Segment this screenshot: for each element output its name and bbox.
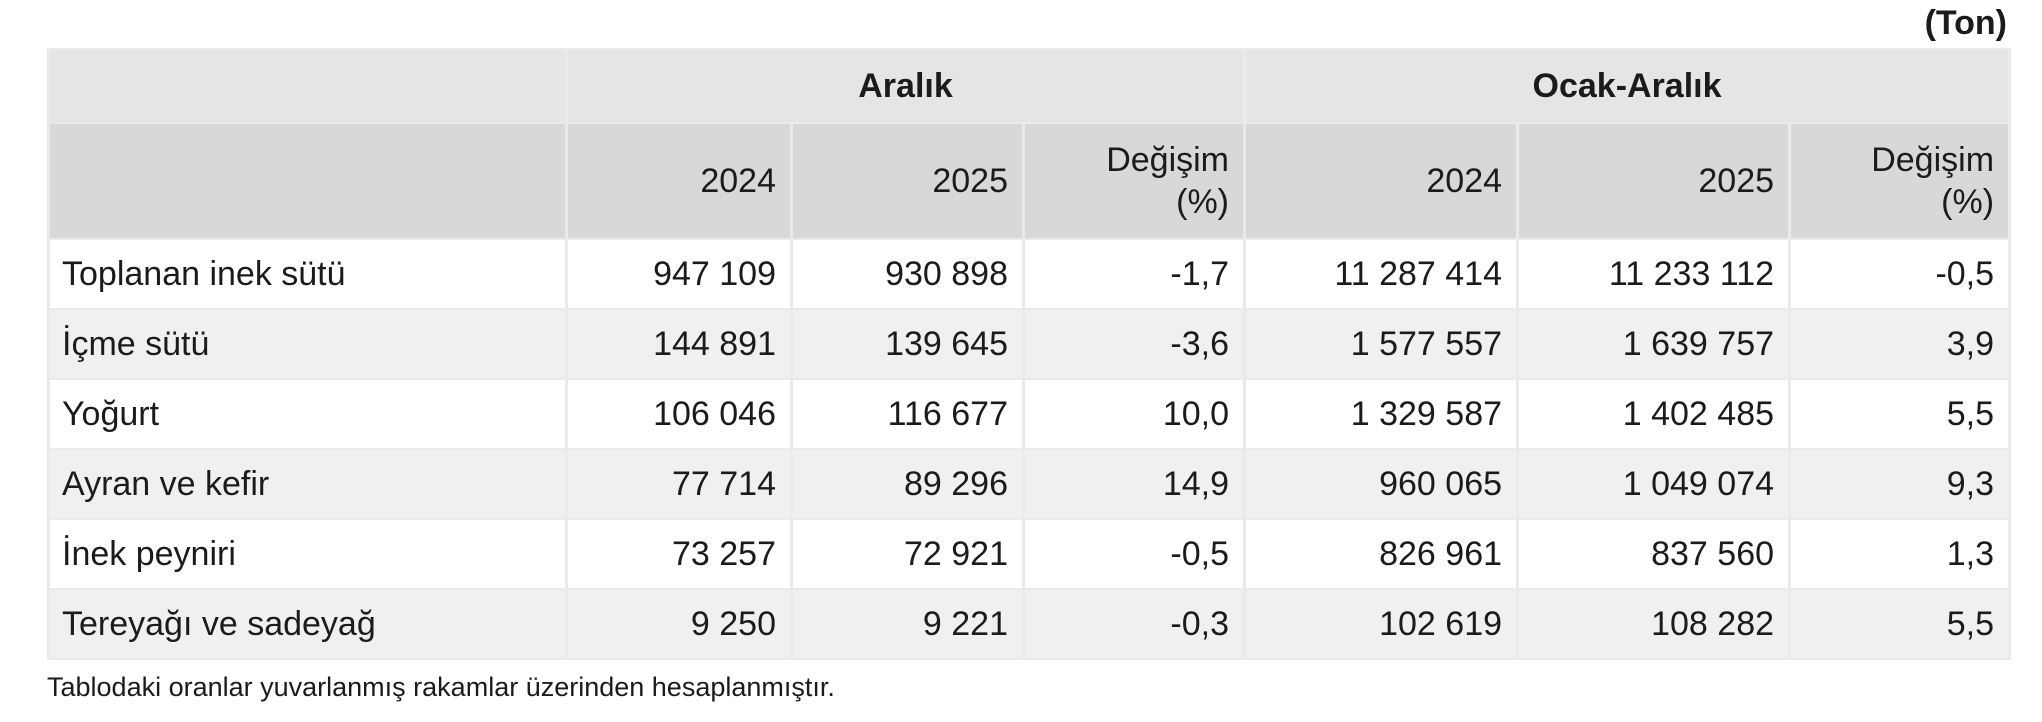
table-row: Yoğurt 106 046 116 677 10,0 1 329 587 1 …: [47, 378, 2012, 450]
row-label: Yoğurt: [47, 378, 568, 450]
cell-value: 9 250: [565, 588, 793, 660]
cell-value: 89 296: [790, 448, 1025, 520]
cell-value: 77 714: [565, 448, 793, 520]
cell-value: 11 233 112: [1516, 238, 1792, 310]
cell-value: 826 961: [1243, 518, 1520, 590]
cell-value: 1,3: [1788, 518, 2012, 590]
row-label: Tereyağı ve sadeyağ: [47, 588, 568, 660]
cell-value: -3,6: [1021, 308, 1247, 380]
col-header-aralik-2025: 2025: [790, 122, 1025, 240]
header-group-row: Aralık Ocak-Aralık: [47, 48, 2012, 124]
cell-value: 102 619: [1243, 588, 1520, 660]
cell-value: 947 109: [565, 238, 793, 310]
table-row: Toplanan inek sütü 947 109 930 898 -1,7 …: [47, 238, 2012, 310]
cell-value: 960 065: [1243, 448, 1520, 520]
cell-value: -0,5: [1021, 518, 1247, 590]
cell-value: 930 898: [790, 238, 1025, 310]
change-label-line1: Değişim: [1871, 141, 1995, 179]
cell-value: 1 577 557: [1243, 308, 1520, 380]
cell-value: 116 677: [790, 378, 1025, 450]
footnote: Tablodaki oranlar yuvarlanmış rakamlar ü…: [47, 672, 835, 702]
unit-label: (Ton): [1924, 4, 2007, 42]
change-label-line1: Değişim: [1106, 141, 1230, 179]
col-group-aralik: Aralık: [564, 48, 1247, 124]
cell-value: 106 046: [565, 378, 793, 450]
cell-value: 10,0: [1021, 378, 1247, 450]
cell-value: 1 639 757: [1516, 308, 1792, 380]
cell-value: 73 257: [565, 518, 793, 590]
cell-value: -0,3: [1021, 588, 1247, 660]
col-header-ocak-aralik-2025: 2025: [1516, 122, 1792, 240]
col-header-ocak-aralik-change: Değişim (%): [1788, 122, 2012, 240]
cell-value: 1 402 485: [1516, 378, 1792, 450]
cell-value: 9 221: [790, 588, 1025, 660]
table-row: İnek peyniri 73 257 72 921 -0,5 826 961 …: [47, 518, 2012, 590]
cell-value: 1 329 587: [1243, 378, 1520, 450]
change-label-line2: (%): [1941, 183, 1995, 221]
cell-value: 1 049 074: [1516, 448, 1792, 520]
row-label: Toplanan inek sütü: [47, 238, 568, 310]
cell-value: 72 921: [790, 518, 1025, 590]
cell-value: 837 560: [1516, 518, 1792, 590]
cell-value: -0,5: [1788, 238, 2012, 310]
col-header-ocak-aralik-2024: 2024: [1243, 122, 1520, 240]
cell-value: 5,5: [1788, 378, 2012, 450]
header-sub-row: 2024 2025 Değişim (%) 2024 2025 Değişim …: [47, 122, 2012, 240]
col-header-aralik-2024: 2024: [565, 122, 793, 240]
table-container: Aralık Ocak-Aralık 2024 2025 Değişim (%)…: [47, 48, 2012, 660]
table-row: İçme sütü 144 891 139 645 -3,6 1 577 557…: [47, 308, 2012, 380]
cell-value: -1,7: [1021, 238, 1247, 310]
col-group-ocak-aralik: Ocak-Aralık: [1243, 48, 2012, 124]
cell-value: 108 282: [1516, 588, 1792, 660]
row-label: İnek peyniri: [47, 518, 568, 590]
cell-value: 9,3: [1788, 448, 2012, 520]
cell-value: 11 287 414: [1243, 238, 1520, 310]
row-label-header: [47, 122, 568, 240]
cell-value: 5,5: [1788, 588, 2012, 660]
cell-value: 139 645: [790, 308, 1025, 380]
cell-value: 144 891: [565, 308, 793, 380]
cell-value: 14,9: [1021, 448, 1247, 520]
corner-cell: [47, 48, 568, 124]
dairy-products-table: Aralık Ocak-Aralık 2024 2025 Değişim (%)…: [47, 48, 2012, 660]
row-label: İçme sütü: [47, 308, 568, 380]
cell-value: 3,9: [1788, 308, 2012, 380]
table-row: Tereyağı ve sadeyağ 9 250 9 221 -0,3 102…: [47, 588, 2012, 660]
row-label: Ayran ve kefir: [47, 448, 568, 520]
table-row: Ayran ve kefir 77 714 89 296 14,9 960 06…: [47, 448, 2012, 520]
change-label-line2: (%): [1176, 183, 1230, 221]
col-header-aralik-change: Değişim (%): [1021, 122, 1247, 240]
